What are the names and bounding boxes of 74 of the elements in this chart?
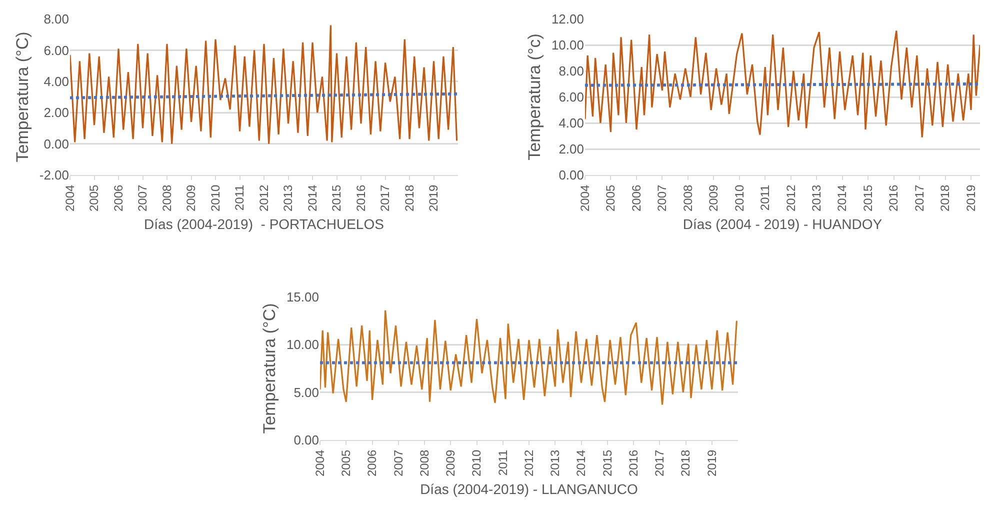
y-tick-label: 0.00 [294, 432, 319, 448]
x-tick-label: 2013 [810, 184, 824, 212]
y-tick-label: 4.00 [558, 116, 584, 131]
x-tick-label: 2013 [548, 449, 562, 477]
x-tick-label: 2008 [160, 184, 174, 212]
x-tick-label: 2006 [629, 184, 644, 212]
x-tick-label: 2009 [706, 184, 721, 212]
x-tick-label: 2016 [886, 184, 901, 212]
y-tick-label: 8.00 [558, 64, 584, 79]
x-tick-label: 2006 [111, 184, 126, 212]
x-tick-label: 2016 [626, 449, 640, 477]
x-tick-label: 2011 [496, 449, 510, 476]
x-tick-label: 2019 [426, 184, 441, 212]
line-series [70, 24, 458, 145]
x-tick-label: 2019 [964, 184, 978, 212]
x-tick-label: 2014 [305, 184, 320, 212]
y-tick-label: 0.00 [558, 168, 584, 183]
x-tick-label: 2014 [574, 449, 588, 477]
y-tick-label: 10.00 [286, 337, 319, 352]
x-tick-label: 2005 [87, 184, 102, 212]
x-tick-label: 2018 [402, 184, 416, 212]
x-tick-label: 2016 [354, 184, 368, 212]
y-tick-label: 6.00 [44, 42, 69, 58]
x-tick-label: 2008 [680, 184, 695, 212]
y-axis-title: Temperatura (°C) [260, 303, 280, 434]
x-tick-label: 2011 [758, 184, 772, 211]
y-axis-title: Temperatura (°C) [12, 32, 32, 162]
x-tick-label: 2011 [232, 184, 247, 211]
x-tick-label: 2004 [62, 184, 77, 212]
x-tick-label: 2008 [417, 449, 432, 477]
x-tick-label: 2018 [678, 449, 693, 477]
x-tick-label: 2017 [378, 184, 392, 212]
y-tick-label: 10.00 [551, 38, 584, 53]
x-tick-label: 2004 [312, 449, 327, 477]
x-tick-label: 2017 [912, 184, 926, 212]
x-tick-label: 2015 [330, 184, 344, 212]
y-tick-label: 6.00 [558, 90, 584, 105]
line-series [585, 30, 980, 138]
x-tick-label: 2013 [281, 184, 296, 212]
line-series [320, 310, 738, 406]
y-tick-label: 0.00 [44, 136, 69, 152]
x-tick-label: 2009 [444, 449, 458, 477]
x-tick-label: 2012 [522, 449, 536, 477]
x-tick-label: 2014 [835, 184, 850, 212]
x-tick-label: 2005 [339, 449, 354, 477]
y-tick-label: -2.00 [39, 168, 69, 183]
y-tick-label: 5.00 [294, 384, 319, 400]
y-tick-label: 15.00 [286, 290, 319, 305]
x-tick-label: 2007 [655, 184, 670, 212]
x-tick-label: 2006 [365, 449, 380, 477]
x-axis-title: Días (2004-2019) - LLANGANUCO [420, 480, 638, 497]
y-tick-label: 12.00 [551, 12, 584, 27]
x-axis-title: Días (2004 - 2019) - HUANDOY [682, 216, 883, 232]
y-tick-label: 4.00 [44, 74, 69, 89]
y-axis-title: Temperatura (°c) [525, 34, 544, 160]
y-tick-label: 2.00 [558, 142, 584, 157]
y-tick-label: 2.00 [44, 105, 69, 120]
x-tick-label: 2010 [470, 449, 484, 477]
x-tick-label: 2010 [732, 184, 746, 212]
x-tick-label: 2018 [938, 184, 952, 212]
x-tick-label: 2012 [784, 184, 798, 212]
x-tick-label: 2005 [604, 184, 618, 212]
x-tick-label: 2019 [704, 449, 719, 477]
x-tick-label: 2010 [208, 184, 222, 212]
x-tick-label: 2012 [256, 184, 271, 212]
x-tick-label: 2007 [136, 184, 150, 212]
y-tick-label: 8.00 [44, 12, 69, 27]
x-tick-label: 2017 [652, 449, 667, 477]
x-tick-label: 2004 [578, 184, 592, 212]
x-axis-title: Días (2004-2019) - PORTACHUELOS [144, 216, 384, 232]
x-tick-label: 2007 [391, 449, 406, 477]
x-tick-label: 2015 [600, 449, 614, 477]
x-tick-label: 2015 [860, 184, 875, 212]
x-tick-label: 2009 [184, 184, 198, 212]
